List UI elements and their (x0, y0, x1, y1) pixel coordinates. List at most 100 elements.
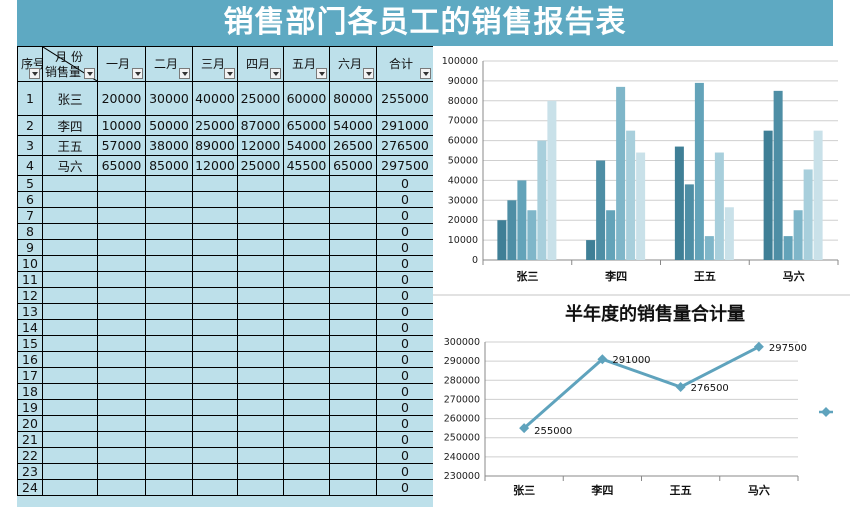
empty-cell[interactable] (283, 447, 330, 464)
seq-cell[interactable]: 17 (17, 367, 43, 384)
total-cell[interactable]: 0 (376, 431, 433, 448)
value-cell[interactable]: 89000 (192, 135, 238, 156)
total-cell[interactable]: 0 (376, 463, 433, 480)
value-cell[interactable]: 60000 (283, 81, 330, 116)
filter-dropdown-icon[interactable] (224, 68, 235, 79)
empty-cell[interactable] (145, 399, 193, 416)
value-cell[interactable]: 65000 (97, 155, 146, 176)
empty-cell[interactable] (145, 431, 193, 448)
empty-cell[interactable] (145, 463, 193, 480)
empty-cell[interactable] (192, 383, 238, 400)
header-month-6[interactable]: 六月 (329, 46, 377, 82)
empty-cell[interactable] (97, 223, 146, 240)
empty-cell[interactable] (329, 207, 377, 224)
empty-cell[interactable] (237, 335, 284, 352)
filter-dropdown-icon[interactable] (29, 68, 40, 79)
empty-cell[interactable] (42, 335, 98, 352)
total-cell[interactable]: 0 (376, 335, 433, 352)
empty-cell[interactable] (145, 319, 193, 336)
filter-dropdown-icon[interactable] (363, 68, 374, 79)
empty-cell[interactable] (97, 463, 146, 480)
empty-cell[interactable] (42, 223, 98, 240)
total-cell[interactable]: 0 (376, 207, 433, 224)
empty-cell[interactable] (145, 335, 193, 352)
empty-cell[interactable] (329, 367, 377, 384)
empty-cell[interactable] (192, 303, 238, 320)
total-cell[interactable]: 0 (376, 319, 433, 336)
value-cell[interactable]: 25000 (237, 81, 284, 116)
empty-cell[interactable] (329, 287, 377, 304)
empty-cell[interactable] (42, 319, 98, 336)
header-month-1[interactable]: 一月 (97, 46, 146, 82)
total-cell[interactable]: 0 (376, 287, 433, 304)
total-cell[interactable]: 0 (376, 447, 433, 464)
total-cell[interactable]: 0 (376, 367, 433, 384)
seq-cell[interactable]: 12 (17, 287, 43, 304)
empty-cell[interactable] (329, 223, 377, 240)
empty-cell[interactable] (42, 431, 98, 448)
seq-cell[interactable]: 9 (17, 239, 43, 256)
empty-cell[interactable] (329, 351, 377, 368)
empty-cell[interactable] (237, 479, 284, 496)
seq-cell[interactable]: 21 (17, 431, 43, 448)
empty-cell[interactable] (192, 191, 238, 208)
empty-cell[interactable] (42, 303, 98, 320)
seq-cell[interactable]: 22 (17, 447, 43, 464)
filter-dropdown-icon[interactable] (316, 68, 327, 79)
empty-cell[interactable] (42, 239, 98, 256)
empty-cell[interactable] (329, 255, 377, 272)
empty-cell[interactable] (329, 319, 377, 336)
empty-cell[interactable] (283, 207, 330, 224)
seq-cell[interactable]: 6 (17, 191, 43, 208)
value-cell[interactable]: 85000 (145, 155, 193, 176)
empty-cell[interactable] (329, 415, 377, 432)
empty-cell[interactable] (283, 415, 330, 432)
value-cell[interactable]: 30000 (145, 81, 193, 116)
empty-cell[interactable] (283, 191, 330, 208)
empty-cell[interactable] (237, 351, 284, 368)
empty-cell[interactable] (42, 175, 98, 192)
empty-cell[interactable] (192, 351, 238, 368)
name-cell[interactable]: 王五 (42, 135, 98, 156)
empty-cell[interactable] (192, 447, 238, 464)
empty-cell[interactable] (97, 175, 146, 192)
seq-cell[interactable]: 1 (17, 81, 43, 116)
empty-cell[interactable] (283, 399, 330, 416)
empty-cell[interactable] (145, 447, 193, 464)
empty-cell[interactable] (237, 447, 284, 464)
value-cell[interactable]: 87000 (237, 115, 284, 136)
value-cell[interactable]: 65000 (329, 155, 377, 176)
empty-cell[interactable] (237, 319, 284, 336)
filter-dropdown-icon[interactable] (84, 68, 95, 79)
empty-cell[interactable] (97, 447, 146, 464)
empty-cell[interactable] (237, 239, 284, 256)
empty-cell[interactable] (329, 383, 377, 400)
seq-cell[interactable]: 18 (17, 383, 43, 400)
empty-cell[interactable] (145, 479, 193, 496)
seq-cell[interactable]: 11 (17, 271, 43, 288)
header-month-5[interactable]: 五月 (283, 46, 330, 82)
empty-cell[interactable] (192, 335, 238, 352)
empty-cell[interactable] (145, 223, 193, 240)
empty-cell[interactable] (283, 383, 330, 400)
total-cell[interactable]: 0 (376, 191, 433, 208)
value-cell[interactable]: 65000 (283, 115, 330, 136)
empty-cell[interactable] (42, 207, 98, 224)
header-month-2[interactable]: 二月 (145, 46, 193, 82)
empty-cell[interactable] (145, 271, 193, 288)
empty-cell[interactable] (192, 479, 238, 496)
empty-cell[interactable] (42, 415, 98, 432)
empty-cell[interactable] (145, 191, 193, 208)
empty-cell[interactable] (97, 479, 146, 496)
seq-cell[interactable]: 8 (17, 223, 43, 240)
empty-cell[interactable] (145, 175, 193, 192)
seq-cell[interactable]: 2 (17, 115, 43, 136)
header-seq[interactable]: 序号 (17, 46, 43, 82)
empty-cell[interactable] (145, 351, 193, 368)
empty-cell[interactable] (42, 463, 98, 480)
empty-cell[interactable] (145, 207, 193, 224)
empty-cell[interactable] (329, 479, 377, 496)
empty-cell[interactable] (42, 287, 98, 304)
seq-cell[interactable]: 16 (17, 351, 43, 368)
empty-cell[interactable] (329, 463, 377, 480)
